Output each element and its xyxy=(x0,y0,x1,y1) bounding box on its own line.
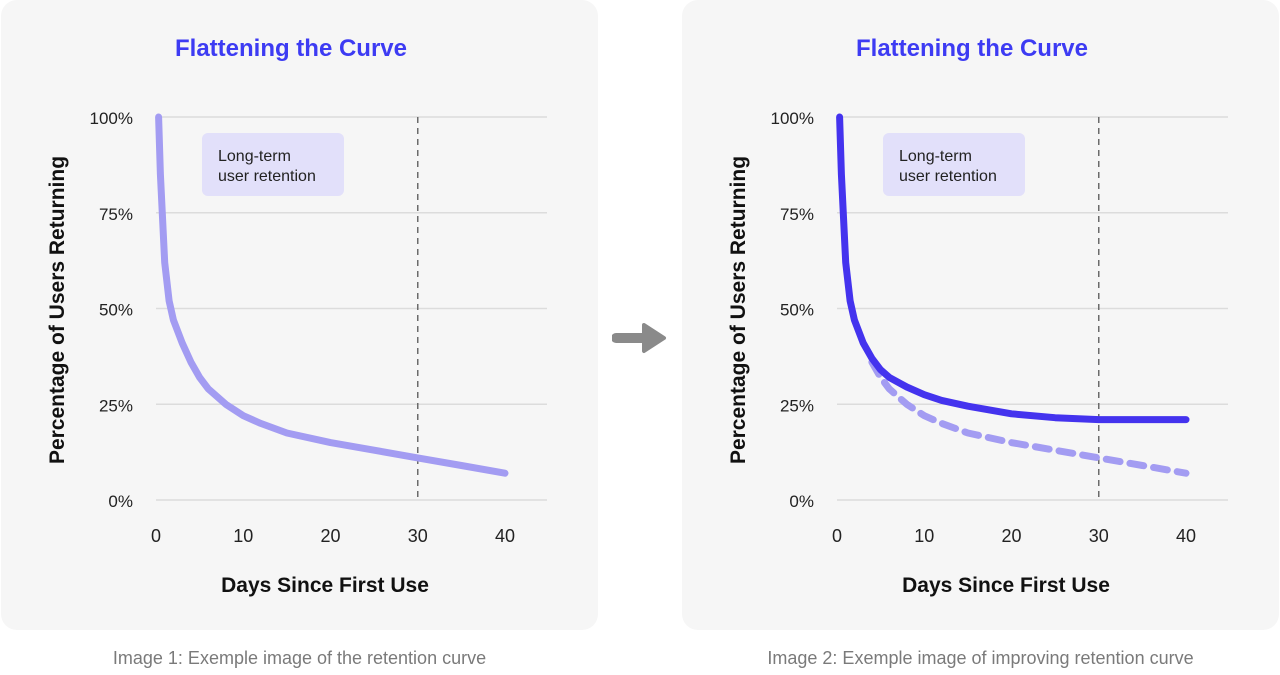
y-axis-label: Percentage of Users Returning xyxy=(727,156,750,464)
x-axis-label: Days Since First Use xyxy=(902,574,1110,597)
y-tick-label: 25% xyxy=(99,396,133,415)
annotation-line-2: user retention xyxy=(899,168,997,185)
annotation-line-2: user retention xyxy=(218,168,316,185)
x-tick-label: 10 xyxy=(233,526,253,546)
y-tick-label: 100% xyxy=(771,109,814,128)
chart-title: Flattening the Curve xyxy=(856,35,1088,62)
x-tick-label: 20 xyxy=(320,526,340,546)
y-tick-label: 50% xyxy=(99,301,133,320)
chart-title: Flattening the Curve xyxy=(175,35,407,62)
improved-retention-chart: Flattening the Curve 0% 25% 50% 75% 100% 0 10 20… xyxy=(727,35,1228,597)
annotation-line-1: Long-term xyxy=(899,148,972,165)
x-tick-label: 30 xyxy=(1089,526,1109,546)
series-line-improved-retention xyxy=(836,113,1190,424)
retention-chart: Flattening the Curve 0% 25% 50% 75% 100% 0 10 20… xyxy=(46,35,547,597)
y-tick-label: 0% xyxy=(108,492,133,511)
x-tick-label: 40 xyxy=(1176,526,1196,546)
x-tick-label: 10 xyxy=(914,526,934,546)
chart-panel-retention: Flattening the Curve 0% 25% 50% 75% 100% 0 10 20… xyxy=(1,0,598,630)
y-tick-label: 100% xyxy=(90,109,133,128)
series-line-retention xyxy=(155,113,509,477)
y-axis-label: Percentage of Users Returning xyxy=(46,156,69,464)
annotation-box xyxy=(202,133,344,196)
annotation-box xyxy=(883,133,1025,196)
annotation-line-1: Long-term xyxy=(218,148,291,165)
x-tick-label: 20 xyxy=(1001,526,1021,546)
caption-right: Image 2: Exemple image of improving rete… xyxy=(767,648,1194,668)
y-tick-label: 0% xyxy=(789,492,814,511)
x-tick-label: 0 xyxy=(151,526,161,546)
x-axis-label: Days Since First Use xyxy=(221,574,429,597)
series-line-original-retention xyxy=(868,358,1190,477)
y-tick-label: 75% xyxy=(99,205,133,224)
arrow-right-icon xyxy=(611,320,668,361)
y-tick-label: 75% xyxy=(780,205,814,224)
caption-left: Image 1: Exemple image of the retention … xyxy=(112,648,487,668)
y-tick-label: 50% xyxy=(780,301,814,320)
x-tick-label: 40 xyxy=(495,526,515,546)
x-tick-label: 30 xyxy=(408,526,428,546)
x-tick-label: 0 xyxy=(832,526,842,546)
chart-panel-improved-retention: Flattening the Curve 0% 25% 50% 75% 100% 0 10 20… xyxy=(682,0,1279,630)
y-tick-label: 25% xyxy=(780,396,814,415)
